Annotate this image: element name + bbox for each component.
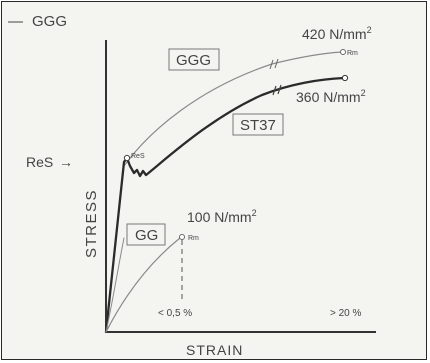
st37-curve — [104, 76, 346, 334]
legend-dash: — — [8, 13, 23, 30]
ggg-curve — [105, 51, 343, 333]
res-label: ReS — [26, 154, 53, 170]
diagram-frame — [1, 1, 427, 360]
res-point — [123, 154, 131, 162]
legend-label: GGG — [32, 13, 67, 30]
x-axis-label: STRAIN — [186, 342, 243, 358]
gg-initial-line — [105, 237, 125, 333]
ggg-point-label: Rm — [347, 50, 358, 57]
gg-box-label: GG — [135, 227, 158, 244]
gg-strength: 100 N/mm2 — [187, 208, 257, 225]
st37-end-point — [341, 74, 349, 82]
strain-tick-left: < 0,5 % — [158, 308, 192, 319]
gg-point-label: Rm — [188, 235, 199, 242]
st37-break-mark-1 — [272, 85, 277, 96]
gg-rm-point — [179, 234, 185, 240]
gg-label-box — [126, 223, 166, 246]
ggg-break-mark-2 — [274, 58, 279, 69]
ggg-rm-point — [340, 49, 346, 55]
st37-break-mark-2 — [277, 84, 282, 95]
st37-strength: 360 N/mm2 — [296, 88, 366, 105]
gg-curve — [105, 237, 181, 333]
res-arrow: → — [59, 154, 73, 170]
y-axis-label: STRESS — [83, 189, 100, 258]
ggg-box-label: GGG — [176, 52, 211, 69]
ggg-break-mark-1 — [269, 59, 274, 70]
strain-tick-right: > 20 % — [330, 308, 362, 319]
res-point-label: ReS — [131, 153, 145, 160]
st37-label-box — [232, 113, 284, 136]
st37-box-label: ST37 — [240, 117, 276, 134]
ggg-strength: 420 N/mm2 — [302, 25, 372, 42]
ggg-label-box — [168, 48, 220, 71]
